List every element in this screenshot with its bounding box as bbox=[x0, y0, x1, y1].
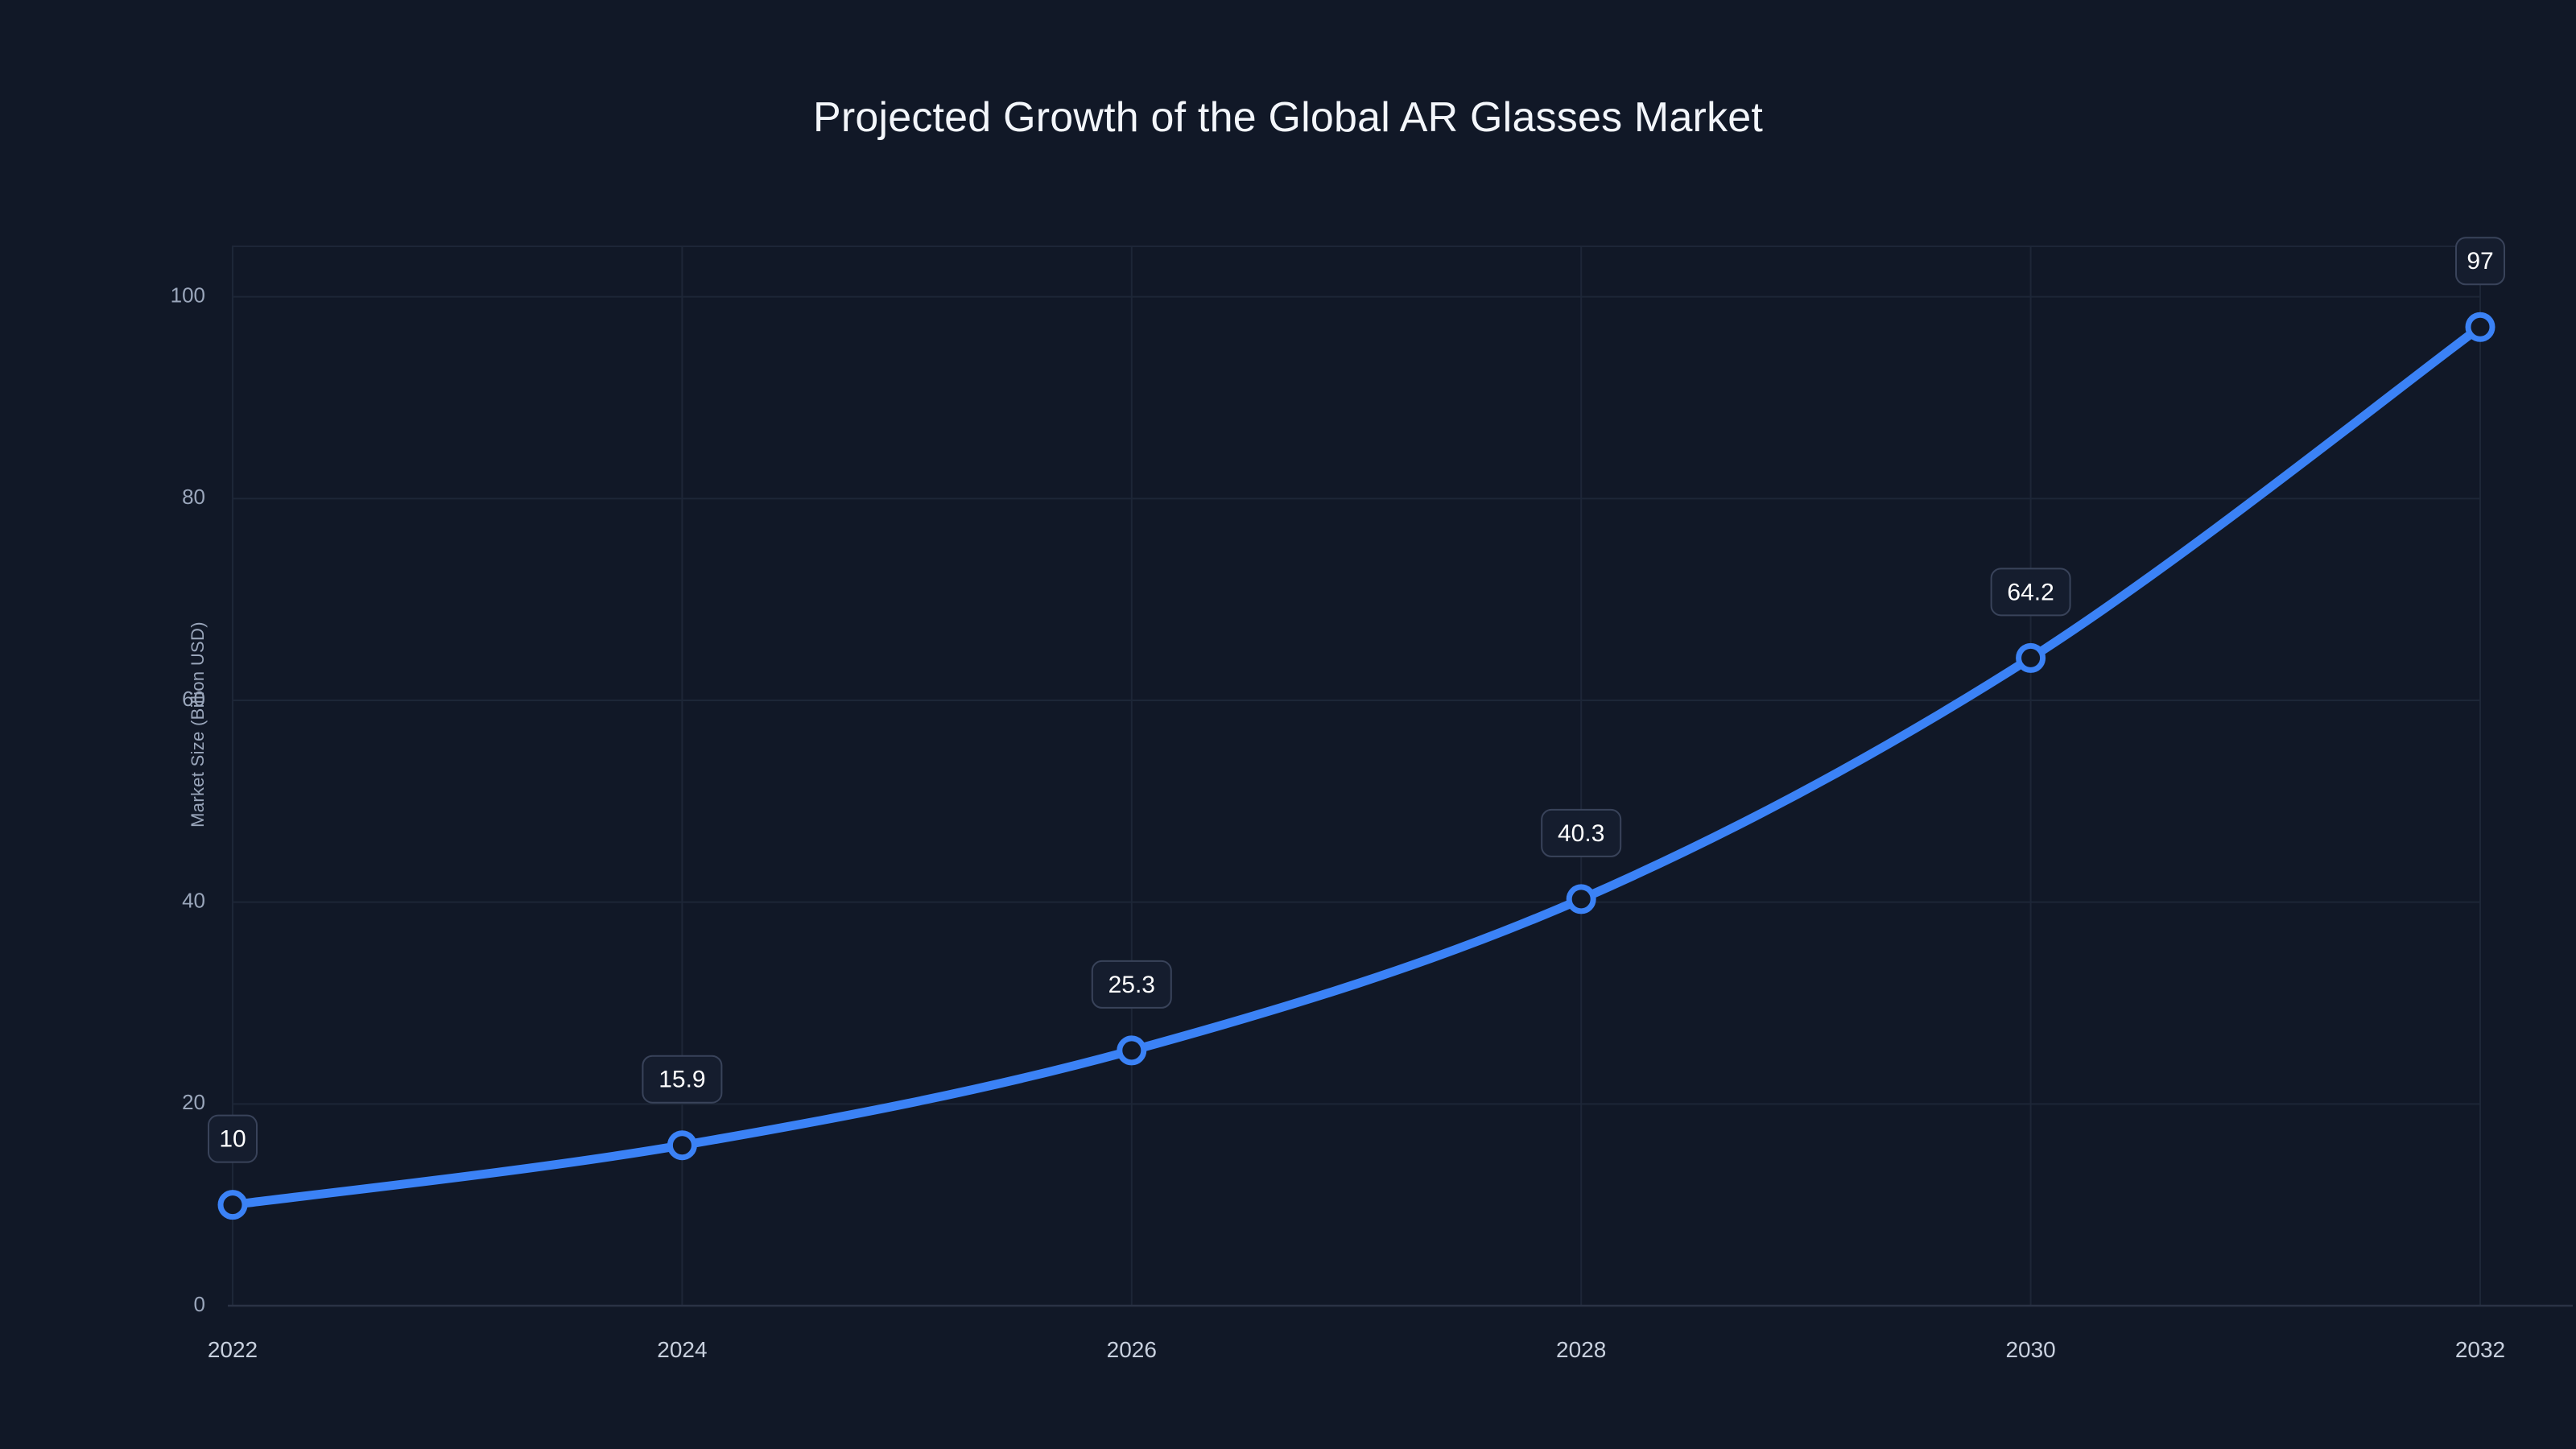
x-axis-tick-label: 2028 bbox=[1556, 1337, 1606, 1362]
data-point-label-text: 15.9 bbox=[658, 1067, 705, 1093]
series-line-group bbox=[228, 322, 2485, 1210]
x-axis-tick-label: 2024 bbox=[657, 1337, 707, 1362]
x-axis-tick-label: 2030 bbox=[2005, 1337, 2055, 1362]
data-point-label-badge: 40.3 bbox=[1541, 808, 1622, 857]
y-axis-tick-labels: 0 20 40 60 80 100 bbox=[171, 283, 205, 1316]
x-axis-tick-label: 2032 bbox=[2455, 1337, 2505, 1362]
plot-area-border bbox=[232, 246, 2481, 1307]
data-point-label-badge: 25.3 bbox=[1091, 960, 1172, 1009]
x-axis-tick-label: 2026 bbox=[1107, 1337, 1157, 1362]
y-axis-tick-label: 0 bbox=[194, 1292, 205, 1316]
y-axis-tick-label: 20 bbox=[182, 1090, 205, 1114]
y-axis-tick-label: 80 bbox=[182, 485, 205, 509]
x-axis-tick-label: 2022 bbox=[208, 1337, 258, 1362]
data-point-label-badge: 10 bbox=[208, 1114, 258, 1163]
data-point-label-text: 40.3 bbox=[1558, 820, 1604, 847]
data-point-marker[interactable] bbox=[1117, 1035, 1147, 1066]
data-point-label-text: 10 bbox=[219, 1126, 246, 1153]
y-axis-tick-label: 100 bbox=[171, 283, 205, 308]
y-axis-tick-label: 60 bbox=[182, 687, 205, 711]
data-point-marker[interactable] bbox=[2465, 312, 2496, 342]
data-point-label-badge: 15.9 bbox=[642, 1055, 723, 1104]
data-point-label-text: 97 bbox=[2467, 248, 2493, 275]
data-point-marker[interactable] bbox=[217, 1190, 248, 1220]
data-point-label-text: 64.2 bbox=[2007, 579, 2054, 605]
y-axis-tick-label: 40 bbox=[182, 889, 205, 913]
data-point-label-badge: 64.2 bbox=[1990, 568, 2071, 617]
data-point-marker[interactable] bbox=[667, 1130, 697, 1161]
gridlines-group bbox=[232, 246, 2481, 1307]
data-point-label-badge: 97 bbox=[2455, 237, 2505, 286]
chart-title: Projected Growth of the Global AR Glasse… bbox=[812, 94, 1764, 141]
data-point-label-text: 25.3 bbox=[1108, 972, 1155, 998]
data-point-markers bbox=[217, 312, 2496, 1220]
data-point-marker[interactable] bbox=[2016, 642, 2046, 673]
data-point-marker[interactable] bbox=[1566, 884, 1596, 914]
series-line-market-size bbox=[228, 322, 2485, 1210]
plot-border-group bbox=[228, 246, 2573, 1307]
x-axis-tick-labels: 2022 2024 2026 2028 2030 2032 bbox=[208, 1337, 2505, 1362]
data-point-labels: 10 15.9 25.3 40.3 64.2 97 bbox=[208, 237, 2505, 1163]
